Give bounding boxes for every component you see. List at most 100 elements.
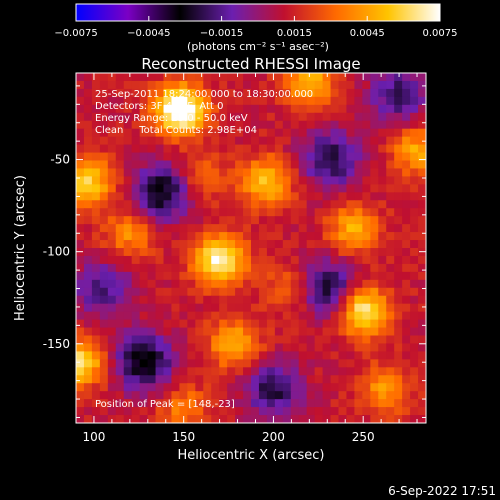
- heatmap-cell: [195, 208, 204, 217]
- heatmap-cell: [139, 168, 149, 177]
- heatmap-cell: [235, 391, 244, 400]
- heatmap-cell: [76, 311, 85, 321]
- heatmap-cell: [235, 279, 244, 289]
- heatmap-cell: [402, 112, 411, 122]
- heatmap-cell: [99, 279, 109, 289]
- heatmap-cell: [91, 73, 101, 82]
- heatmap-cell: [322, 104, 332, 114]
- heatmap-cell: [410, 120, 419, 130]
- heatmap-cell: [362, 335, 371, 345]
- heatmap-cell: [155, 367, 165, 376]
- heatmap-cell: [266, 359, 276, 368]
- heatmap-cell: [274, 112, 284, 122]
- heatmap-cell: [378, 311, 387, 321]
- heatmap-cell: [354, 279, 363, 289]
- heatmap-cell: [91, 160, 101, 170]
- heatmap-cell: [251, 255, 260, 265]
- heatmap-cell: [322, 208, 332, 217]
- heatmap-cell: [354, 263, 363, 273]
- heatmap-cell: [203, 192, 212, 201]
- heatmap-cell: [410, 216, 419, 225]
- heatmap-cell: [76, 415, 85, 423]
- heatmap-cell: [195, 248, 204, 257]
- heatmap-cell: [322, 391, 332, 400]
- heatmap-cell: [386, 224, 395, 233]
- heatmap-cell: [362, 327, 371, 337]
- heatmap-cell: [394, 279, 403, 289]
- heatmap-cell: [203, 311, 212, 321]
- heatmap-cell: [203, 351, 212, 360]
- heatmap-cell: [354, 128, 363, 138]
- heatmap-cell: [346, 279, 355, 289]
- heatmap-cell: [235, 351, 244, 360]
- heatmap-cell: [147, 415, 157, 423]
- heatmap-cell: [243, 128, 252, 138]
- heatmap-cell: [195, 407, 204, 416]
- heatmap-cell: [251, 319, 260, 329]
- heatmap-cell: [195, 160, 204, 170]
- heatmap-cell: [123, 128, 133, 138]
- heatmap-cell: [402, 399, 411, 408]
- heatmap-cell: [235, 343, 244, 352]
- heatmap-cell: [282, 216, 292, 225]
- heatmap-cell: [187, 160, 196, 170]
- heatmap-cell: [322, 383, 332, 392]
- heatmap-cell: [386, 303, 395, 313]
- heatmap-cell: [107, 311, 117, 321]
- heatmap-cell: [354, 327, 363, 337]
- annotation-time-range: 25-Sep-2011 18:24:00.000 to 18:30:00.000: [95, 89, 313, 100]
- heatmap-cell: [266, 263, 276, 273]
- heatmap-cell: [338, 248, 348, 257]
- heatmap-cell: [227, 168, 236, 177]
- heatmap-cell: [171, 383, 180, 392]
- heatmap-cell: [211, 160, 220, 170]
- heatmap-cell: [243, 136, 252, 146]
- heatmap-cell: [322, 335, 332, 345]
- heatmap-cell: [354, 112, 363, 122]
- heatmap-cell: [147, 399, 157, 408]
- heatmap-cell: [163, 375, 173, 384]
- heatmap-cell: [235, 128, 244, 138]
- heatmap-cell: [179, 152, 188, 162]
- heatmap-cell: [131, 88, 141, 98]
- heatmap-cell: [274, 73, 284, 82]
- heatmap-cell: [235, 96, 244, 106]
- heatmap-cell: [83, 383, 93, 392]
- heatmap-cell: [235, 255, 244, 265]
- heatmap-cell: [99, 319, 109, 329]
- heatmap-cell: [211, 351, 220, 360]
- heatmap-cell: [179, 375, 188, 384]
- heatmap-cell: [306, 303, 316, 313]
- heatmap-cell: [394, 73, 403, 82]
- heatmap-cell: [258, 248, 268, 257]
- heatmap-cell: [338, 96, 348, 106]
- heatmap-cell: [203, 383, 212, 392]
- annotation-detectors: Detectors: 3F 4F 5F, Att 0: [95, 101, 223, 112]
- heatmap-cell: [322, 224, 332, 233]
- heatmap-cell: [211, 224, 220, 233]
- heatmap-cell: [322, 136, 332, 146]
- heatmap-cell: [147, 271, 157, 281]
- heatmap-cell: [402, 279, 411, 289]
- heatmap-cell: [163, 399, 173, 408]
- heatmap-cell: [203, 88, 212, 98]
- heatmap-cell: [139, 248, 149, 257]
- heatmap-cell: [107, 88, 117, 98]
- heatmap-cell: [274, 375, 284, 384]
- heatmap-cell: [131, 224, 141, 233]
- heatmap-cell: [314, 136, 324, 146]
- heatmap-cell: [354, 303, 363, 313]
- heatmap-cell: [163, 359, 173, 368]
- heatmap-cell: [76, 319, 85, 329]
- heatmap-cell: [258, 287, 268, 297]
- heatmap-cell: [298, 144, 308, 154]
- heatmap-cell: [338, 184, 348, 193]
- heatmap-cell: [195, 176, 204, 185]
- heatmap-cell: [147, 375, 157, 384]
- heatmap-cell: [131, 263, 141, 273]
- heatmap-cell: [298, 287, 308, 297]
- heatmap-cell: [187, 128, 196, 138]
- heatmap-cell: [298, 192, 308, 201]
- heatmap-cell: [147, 73, 157, 82]
- heatmap-cell: [282, 96, 292, 106]
